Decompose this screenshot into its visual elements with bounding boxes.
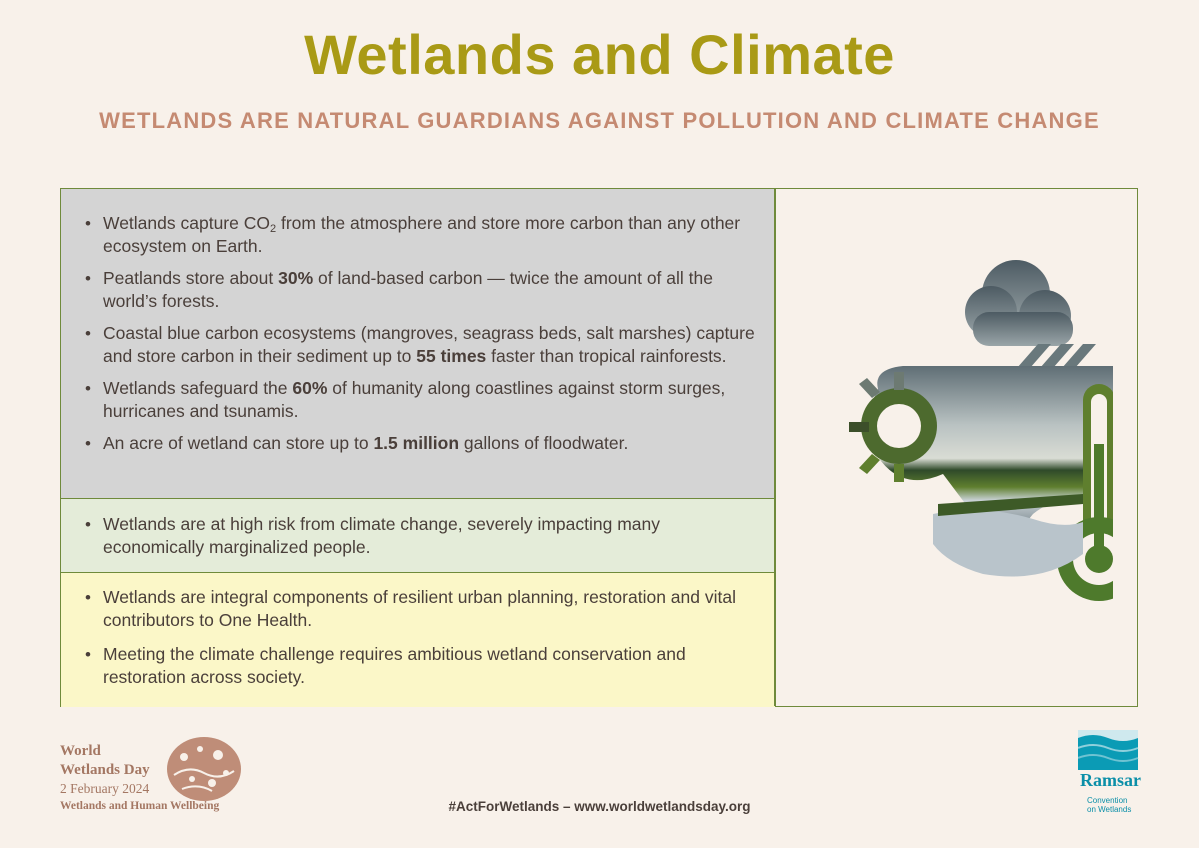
list-item: Peatlands store about 30% of land-based … <box>61 267 775 313</box>
list-item-pre: Meeting the climate challenge requires a… <box>103 644 686 687</box>
page-subtitle: WETLANDS ARE NATURAL GUARDIANS AGAINST P… <box>99 108 1100 133</box>
list-item-bold: 30% <box>278 268 314 288</box>
list-item-post: of humanity along coastlines against sto… <box>103 378 726 421</box>
carbon-list: Wetlands capture CO2 from the atmosphere… <box>61 189 775 455</box>
action-list: Wetlands are integral components of resi… <box>61 573 775 689</box>
list-item-pre: Peatlands store about <box>103 268 279 288</box>
world-wetlands-day-emblem-icon <box>167 737 241 801</box>
list-item: Wetlands are integral components of resi… <box>61 586 775 632</box>
ramsar-sub2: on Wetlands <box>1087 805 1132 814</box>
list-item: Coastal blue carbon ecosystems (mangrove… <box>61 322 775 368</box>
list-item-pre: Wetlands safeguard the <box>103 378 293 398</box>
list-item-pre: Wetlands are integral components of resi… <box>103 587 736 630</box>
ramsar-name: Ramsar <box>1080 770 1141 790</box>
page-title: Wetlands and Climate <box>304 23 895 86</box>
list-item: Wetlands safeguard the 60% of humanity a… <box>61 377 775 423</box>
list-item-post: faster than tropical rainforests. <box>486 346 727 366</box>
list-item-bold: 60% <box>292 378 328 398</box>
panel-divider <box>774 189 776 706</box>
list-item-pre: Wetlands capture CO <box>103 213 270 233</box>
content-panel: Wetlands capture CO2 from the atmosphere… <box>60 188 1138 707</box>
carbon-section: Wetlands capture CO2 from the atmosphere… <box>61 189 775 499</box>
ramsar-sub1: Convention <box>1087 796 1128 805</box>
list-item: Meeting the climate challenge requires a… <box>61 643 775 689</box>
ramsar-logo: Ramsar Convention on Wetlands <box>1077 730 1142 820</box>
list-item: Wetlands are at high risk from climate c… <box>61 513 775 559</box>
wwd-theme: Wetlands and Human Wellbeing <box>60 800 220 812</box>
list-item-pre: Coastal blue carbon ecosystems (mangrove… <box>103 323 755 366</box>
footer-hashtag: #ActForWetlands – www.worldwetlandsday.o… <box>448 799 751 814</box>
world-wetlands-day-logo: World Wetlands Day 2 February 2024 Wetla… <box>60 735 260 815</box>
wwd-date: 2 February 2024 <box>60 781 150 796</box>
wwd-line1: World <box>60 743 101 759</box>
list-item-bold: 55 times <box>416 346 487 366</box>
list-item-sub: 2 <box>269 223 277 235</box>
list-item-bold: 1.5 million <box>373 433 460 453</box>
cloud-icon <box>965 260 1073 346</box>
wwd-line2: Wetlands Day <box>60 762 150 778</box>
list-item-pre: An acre of wetland can store up to <box>103 433 374 453</box>
climate-wetland-icon <box>849 260 1113 601</box>
list-item: An acre of wetland can store up to 1.5 m… <box>61 432 775 455</box>
risk-section: Wetlands are at high risk from climate c… <box>61 499 775 573</box>
list-item-pre: Wetlands are at high risk from climate c… <box>103 514 661 557</box>
list-item-post: of land-based carbon — twice the amount … <box>103 268 713 311</box>
list-item-post: from the atmosphere and store more carbo… <box>103 213 741 256</box>
list-item-post: gallons of floodwater. <box>459 433 629 453</box>
ramsar-wave-icon <box>1077 730 1139 770</box>
action-section: Wetlands are integral components of resi… <box>61 573 775 707</box>
list-item: Wetlands capture CO2 from the atmosphere… <box>61 212 775 258</box>
risk-list: Wetlands are at high risk from climate c… <box>61 499 775 559</box>
sun-icon <box>849 372 937 482</box>
